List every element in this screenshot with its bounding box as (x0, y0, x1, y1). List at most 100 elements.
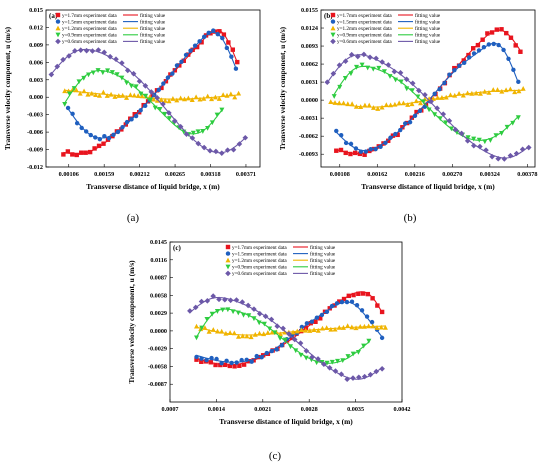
data-point (426, 107, 432, 113)
data-point (201, 144, 207, 151)
data-point (113, 56, 119, 63)
data-point (286, 331, 292, 337)
data-point (298, 352, 304, 358)
data-point (335, 358, 341, 364)
data-point (370, 105, 376, 110)
data-point (373, 368, 380, 375)
data-point (340, 325, 346, 330)
y-tick-label: 0.0116 (150, 257, 167, 264)
legend-marker (330, 38, 336, 45)
data-point (388, 135, 393, 140)
data-point (219, 328, 225, 334)
data-point (342, 75, 348, 81)
fit-line-1 (196, 291, 383, 366)
data-point (386, 138, 391, 143)
data-point (236, 90, 242, 96)
data-point (245, 302, 251, 309)
data-point (138, 91, 144, 97)
data-point (437, 116, 443, 122)
panel-tag: (a) (49, 12, 58, 20)
data-point (326, 365, 333, 371)
data-point (199, 325, 205, 331)
data-point (366, 338, 372, 344)
data-point (222, 362, 228, 368)
data-point (353, 146, 359, 151)
data-point (349, 324, 355, 330)
data-point (489, 153, 495, 160)
legend-label-exp: y=0.9mm experiment data (337, 33, 392, 39)
data-point (409, 115, 415, 120)
data-point (503, 87, 509, 93)
data-point (367, 148, 372, 154)
data-point (93, 92, 99, 98)
data-point (348, 141, 354, 147)
data-point (220, 35, 225, 41)
panel-tag: (b) (324, 12, 333, 20)
data-point (213, 362, 218, 368)
data-point (124, 67, 131, 74)
legend-label-fit: fitting value (140, 18, 166, 25)
data-point (165, 75, 171, 80)
data-point (206, 30, 211, 36)
data-point (289, 335, 294, 341)
data-point (360, 291, 366, 296)
data-point (466, 52, 471, 58)
data-point (350, 351, 356, 357)
data-point (240, 333, 246, 339)
data-point (188, 48, 193, 53)
data-point (236, 141, 243, 147)
data-point (443, 94, 449, 100)
data-point (160, 101, 166, 107)
data-point (156, 87, 162, 93)
data-point (225, 307, 231, 313)
data-point (297, 340, 304, 346)
data-point (265, 330, 271, 335)
data-point (194, 44, 200, 50)
data-point (512, 89, 518, 95)
y-tick-label: -0.0062 (299, 133, 318, 140)
data-point (412, 113, 418, 118)
data-point (358, 104, 364, 109)
legend-label-fit: fitting value (415, 18, 441, 25)
data-point (205, 93, 211, 99)
legend-marker (225, 244, 231, 250)
x-tick-label: 0.00318 (200, 171, 220, 178)
y-tick-label: 0.0145 (150, 239, 167, 246)
data-point (370, 66, 376, 72)
data-point (417, 108, 423, 114)
legend-label-fit: fitting value (415, 25, 441, 32)
data-point (483, 147, 489, 153)
data-point (403, 76, 410, 83)
data-point (189, 97, 195, 102)
x-tick-label: 0.00106 (59, 171, 79, 178)
legend-marker (225, 257, 231, 263)
data-point (477, 143, 483, 150)
data-point (159, 85, 164, 91)
legend-marker (55, 38, 61, 45)
data-point (351, 292, 356, 298)
data-point (69, 87, 75, 93)
data-point (130, 70, 137, 77)
data-point (70, 152, 75, 157)
legend-label-exp: y=1.2mm experiment data (337, 26, 392, 32)
data-point (357, 151, 363, 157)
data-point (343, 140, 349, 146)
data-point (70, 111, 75, 117)
data-point (368, 147, 373, 152)
y-tick-label: 0.0093 (301, 43, 318, 50)
data-point (108, 91, 114, 97)
data-point (294, 328, 300, 334)
data-point (435, 95, 441, 100)
data-point (214, 112, 220, 118)
x-axis-title: Transverse distance of liquid bridge, x … (219, 417, 353, 426)
data-point (442, 80, 447, 86)
data-point (232, 364, 237, 369)
data-point (397, 69, 404, 76)
data-point (87, 149, 93, 155)
data-point (280, 325, 286, 332)
data-point (217, 29, 222, 34)
legend-marker (55, 19, 61, 24)
data-point (402, 121, 408, 126)
data-point (382, 324, 388, 330)
data-point (324, 309, 330, 315)
